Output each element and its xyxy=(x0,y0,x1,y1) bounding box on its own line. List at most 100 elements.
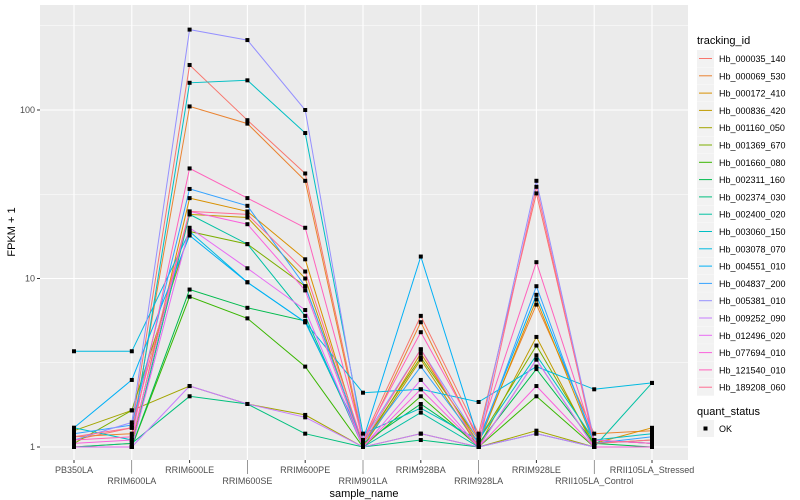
data-point xyxy=(245,118,250,123)
data-point xyxy=(534,302,539,307)
data-point xyxy=(245,266,250,271)
legend-label: Hb_002400_020 xyxy=(719,210,786,220)
data-point xyxy=(187,229,192,234)
data-point xyxy=(245,203,250,208)
data-point xyxy=(476,438,481,443)
data-point xyxy=(650,445,654,449)
data-point xyxy=(129,420,134,425)
data-point xyxy=(72,425,76,430)
data-point xyxy=(361,445,365,449)
legend-label: Hb_002311_160 xyxy=(719,175,785,185)
data-point xyxy=(245,209,250,214)
data-point xyxy=(418,431,423,436)
data-point xyxy=(187,186,192,191)
data-point xyxy=(418,410,423,415)
data-point xyxy=(72,349,76,354)
data-point xyxy=(245,196,250,201)
data-point xyxy=(650,441,654,446)
x-axis-title: sample_name xyxy=(329,488,398,500)
data-point xyxy=(534,343,539,348)
data-point xyxy=(534,184,539,189)
shape-legend-title: quant_status xyxy=(697,406,760,418)
data-point xyxy=(245,212,250,217)
y-tick-label: 100 xyxy=(20,105,35,115)
data-point xyxy=(72,438,76,443)
shape-legend: quant_status OK xyxy=(697,406,760,437)
data-point xyxy=(361,438,365,443)
data-point xyxy=(418,313,423,318)
x-tick-label: RRIM901LA xyxy=(338,476,387,486)
data-point xyxy=(592,441,597,446)
data-point xyxy=(418,406,423,411)
data-point xyxy=(534,431,539,436)
data-point xyxy=(187,233,192,238)
data-point xyxy=(187,212,192,217)
data-point xyxy=(245,280,250,285)
data-point xyxy=(245,305,250,310)
data-point xyxy=(129,408,134,413)
data-point xyxy=(303,313,308,318)
data-point xyxy=(303,257,308,262)
data-point xyxy=(418,355,423,360)
color-legend: tracking_id Hb_000035_140 Hb_000069_530 Hb… xyxy=(697,35,786,396)
x-tick-label: RRIM928LE xyxy=(512,465,561,475)
data-point xyxy=(129,425,134,430)
data-point xyxy=(303,308,308,313)
legend-label: Hb_002374_030 xyxy=(719,192,786,202)
data-point xyxy=(187,104,192,109)
data-point xyxy=(476,431,481,436)
legend-label: Hb_000172_410 xyxy=(719,89,786,99)
data-point xyxy=(303,415,308,420)
data-point xyxy=(245,215,250,220)
data-point xyxy=(303,131,308,136)
data-point xyxy=(303,320,308,325)
data-point xyxy=(534,297,539,302)
data-point xyxy=(129,438,134,443)
legend-label: Hb_005381_010 xyxy=(719,296,786,306)
data-point xyxy=(534,284,539,289)
data-point xyxy=(418,394,423,399)
data-point xyxy=(361,441,365,446)
legend-label: Hb_000836_420 xyxy=(719,106,786,116)
data-point xyxy=(418,320,423,325)
data-point xyxy=(592,431,597,436)
legend-label: Hb_001160_050 xyxy=(719,123,785,133)
data-point xyxy=(129,434,134,439)
data-point xyxy=(534,428,539,433)
data-point xyxy=(129,441,134,446)
data-point xyxy=(129,423,134,428)
data-point xyxy=(650,425,654,430)
data-point xyxy=(303,284,308,289)
legend-label: Hb_121540_010 xyxy=(719,365,786,375)
data-point xyxy=(650,428,654,433)
data-point xyxy=(303,276,308,281)
data-point xyxy=(418,254,423,259)
data-point xyxy=(418,330,423,335)
x-tick-label: RRIM600LE xyxy=(165,465,214,475)
data-point xyxy=(650,434,654,439)
legend-label: Hb_004837_200 xyxy=(719,279,786,289)
data-point xyxy=(245,78,250,83)
data-point xyxy=(361,431,365,436)
data-point xyxy=(303,412,308,417)
data-point xyxy=(187,394,192,399)
data-point xyxy=(303,431,308,436)
legend-label: Hb_000035_140 xyxy=(719,54,786,64)
data-point xyxy=(129,445,134,449)
data-point xyxy=(476,434,481,439)
shape-legend-label: OK xyxy=(719,424,732,434)
data-point xyxy=(534,394,539,399)
series-points xyxy=(72,27,654,449)
x-tick-label: RRIM928BA xyxy=(396,465,446,475)
data-point xyxy=(534,384,539,389)
data-point xyxy=(187,62,192,67)
x-tick-label: RRIM600PE xyxy=(280,465,330,475)
data-point xyxy=(534,260,539,265)
square-point-icon xyxy=(703,426,708,431)
data-point xyxy=(534,364,539,369)
data-point xyxy=(534,292,539,297)
data-point xyxy=(245,242,250,247)
data-point xyxy=(592,438,597,443)
data-point xyxy=(476,445,481,449)
